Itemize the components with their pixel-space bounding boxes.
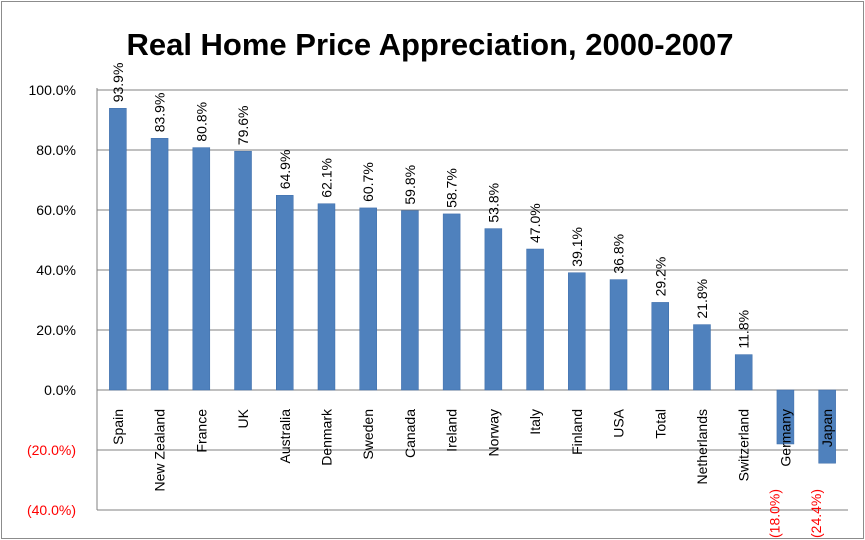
bar xyxy=(693,324,711,391)
category-label: France xyxy=(193,409,209,453)
data-labels: 93.9% 83.9% 80.8% 79.6% 64.9% 62.1% 60.7% 59.8%… xyxy=(110,63,824,538)
category-labels: Spain New Zealand France UK Australia Denmark… xyxy=(110,408,835,491)
category-label: Norway xyxy=(485,409,501,456)
data-label: 64.9% xyxy=(277,150,293,190)
bar xyxy=(651,302,669,391)
bar xyxy=(526,248,544,391)
bar xyxy=(734,354,753,391)
bar xyxy=(442,213,461,391)
category-label: Germany xyxy=(777,409,793,467)
category-label: Canada xyxy=(402,409,418,458)
category-label: Finland xyxy=(569,409,585,455)
gridlines xyxy=(96,88,848,511)
bar xyxy=(776,389,795,445)
data-label: 79.6% xyxy=(235,105,251,145)
data-label: 83.9% xyxy=(152,93,168,133)
data-label: 60.7% xyxy=(360,162,376,202)
bar xyxy=(150,138,169,391)
data-label: 93.9% xyxy=(110,63,126,103)
y-axis-ticks: 100.0% 80.0% 60.0% 40.0% 20.0% 0.0% (20.0%) (40… xyxy=(27,82,76,518)
bar xyxy=(401,210,419,391)
category-label: Japan xyxy=(819,409,835,447)
bars xyxy=(109,108,836,464)
data-label: 53.8% xyxy=(485,183,501,223)
category-label: Denmark xyxy=(318,408,334,466)
y-tick-label: 80.0% xyxy=(36,142,76,158)
bar xyxy=(609,279,628,391)
data-label: (18.0%) xyxy=(766,489,782,538)
bar xyxy=(109,108,127,391)
data-label: 80.8% xyxy=(193,102,209,142)
bar xyxy=(192,147,211,391)
data-label: 59.8% xyxy=(402,165,418,205)
bar xyxy=(234,150,252,391)
chart-title: Real Home Price Appreciation, 2000-2007 xyxy=(126,27,733,62)
data-label: (24.4%) xyxy=(808,489,824,538)
category-label: USA xyxy=(611,408,627,437)
bar xyxy=(568,272,586,391)
data-label: 58.7% xyxy=(444,168,460,208)
bar xyxy=(818,389,836,464)
data-label: 47.0% xyxy=(527,203,543,243)
category-label: Australia xyxy=(277,409,293,464)
y-tick-label: 60.0% xyxy=(36,202,76,218)
bar xyxy=(359,207,377,391)
data-label: 62.1% xyxy=(318,158,334,198)
category-label: UK xyxy=(235,408,251,428)
y-tick-label: 0.0% xyxy=(44,382,76,398)
category-label: Sweden xyxy=(360,409,376,460)
category-label: Italy xyxy=(527,409,543,435)
bar xyxy=(484,228,503,391)
category-label: New Zealand xyxy=(152,409,168,492)
category-label: Spain xyxy=(110,409,126,445)
bar xyxy=(317,203,336,391)
category-label: Netherlands xyxy=(694,409,710,485)
y-tick-label: (40.0%) xyxy=(27,502,76,518)
bar xyxy=(276,195,294,391)
y-tick-label: 20.0% xyxy=(36,322,76,338)
category-label: Ireland xyxy=(444,409,460,452)
y-tick-label: 100.0% xyxy=(29,82,76,98)
y-tick-label: (20.0%) xyxy=(27,442,76,458)
data-label: 39.1% xyxy=(569,227,585,267)
data-label: 29.2% xyxy=(652,257,668,297)
data-label: 36.8% xyxy=(611,234,627,274)
data-label: 21.8% xyxy=(694,279,710,319)
y-tick-label: 40.0% xyxy=(36,262,76,278)
category-label: Total xyxy=(652,409,668,439)
category-label: Switzerland xyxy=(736,409,752,481)
data-label: 11.8% xyxy=(736,310,752,349)
